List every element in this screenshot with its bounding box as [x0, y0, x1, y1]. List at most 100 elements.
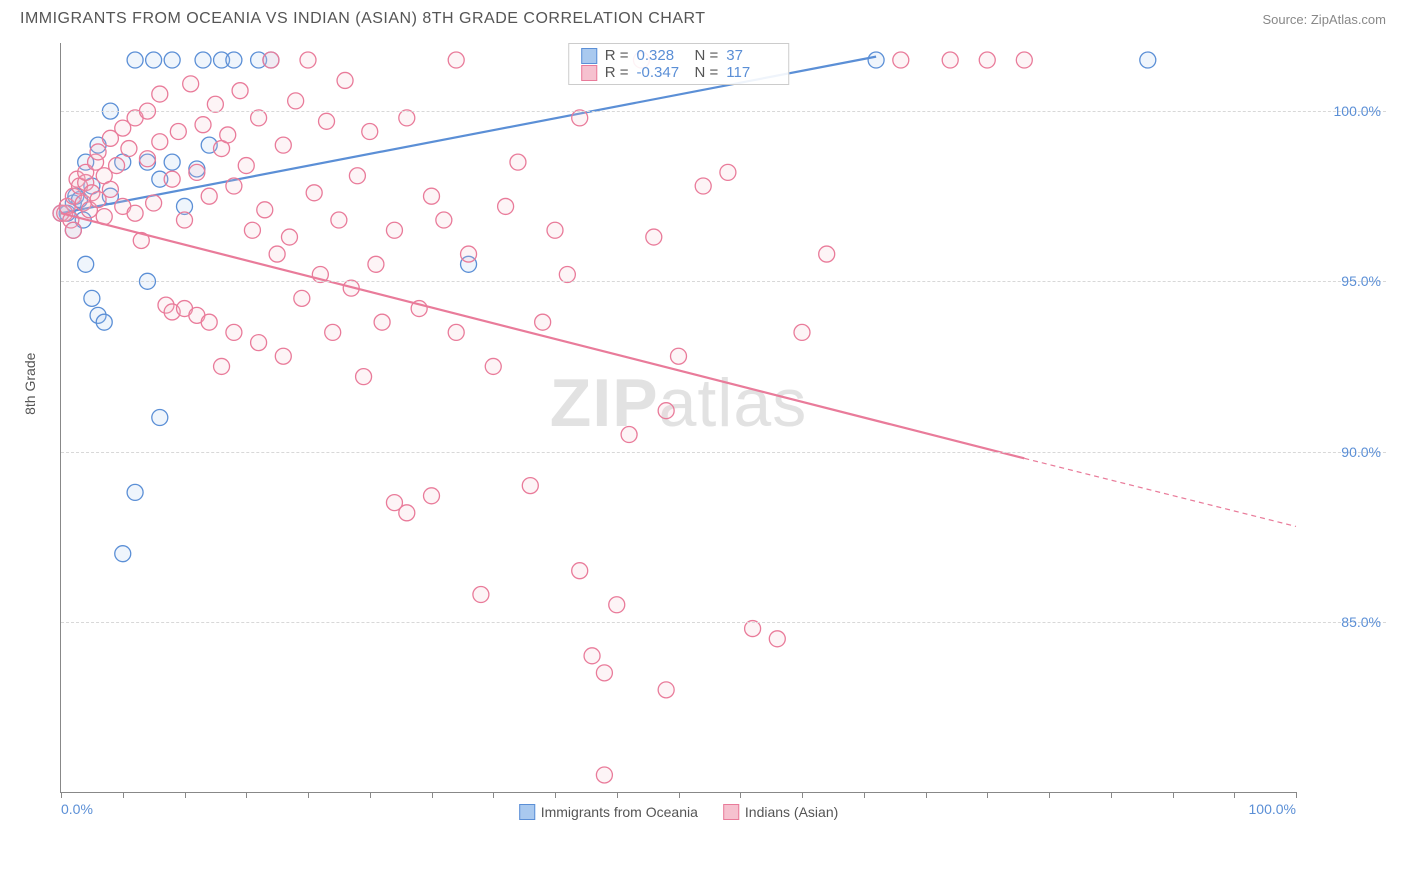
scatter-point — [102, 181, 118, 197]
scatter-point — [720, 164, 736, 180]
stats-r-label: R = — [605, 47, 629, 64]
x-tick-mark — [1296, 792, 1297, 798]
scatter-point — [559, 267, 575, 283]
scatter-point — [294, 290, 310, 306]
scatter-point — [164, 52, 180, 68]
scatter-point — [269, 246, 285, 262]
scatter-point — [319, 113, 335, 129]
scatter-point — [1140, 52, 1156, 68]
scatter-point — [386, 222, 402, 238]
x-tick-mark — [555, 792, 556, 798]
page-title: IMMIGRANTS FROM OCEANIA VS INDIAN (ASIAN… — [20, 10, 706, 28]
scatter-point — [115, 546, 131, 562]
source-link[interactable]: ZipAtlas.com — [1311, 12, 1386, 27]
x-tick-mark — [617, 792, 618, 798]
scatter-point — [90, 144, 106, 160]
scatter-point — [572, 563, 588, 579]
scatter-point — [288, 93, 304, 109]
scatter-point — [226, 52, 242, 68]
scatter-point — [621, 427, 637, 443]
scatter-point — [331, 212, 347, 228]
legend-label: Indians (Asian) — [745, 804, 838, 820]
grid-line — [61, 111, 1386, 112]
x-tick-mark — [987, 792, 988, 798]
stats-r-value: 0.328 — [637, 47, 687, 64]
scatter-point — [146, 52, 162, 68]
scatter-point — [399, 110, 415, 126]
scatter-point — [436, 212, 452, 228]
scatter-point — [152, 410, 168, 426]
scatter-point — [226, 324, 242, 340]
y-axis-label: 8th Grade — [22, 353, 38, 415]
scatter-point — [238, 158, 254, 174]
scatter-point — [195, 52, 211, 68]
scatter-point — [547, 222, 563, 238]
grid-line — [61, 452, 1386, 453]
chart-container: 8th Grade ZIPatlas R =0.328N =37R =-0.34… — [20, 33, 1386, 843]
scatter-point — [195, 117, 211, 133]
scatter-point — [65, 222, 81, 238]
scatter-point — [152, 86, 168, 102]
stats-row: R =0.328N =37 — [581, 47, 777, 64]
scatter-point — [609, 597, 625, 613]
x-tick-mark — [864, 792, 865, 798]
plot-area: ZIPatlas R =0.328N =37R =-0.347N =117 Im… — [60, 43, 1296, 793]
x-tick-mark — [802, 792, 803, 798]
scatter-point — [257, 202, 273, 218]
x-tick-mark — [493, 792, 494, 798]
scatter-point — [337, 72, 353, 88]
scatter-point — [658, 403, 674, 419]
legend-swatch — [581, 48, 597, 64]
scatter-point — [232, 83, 248, 99]
x-tick-mark — [246, 792, 247, 798]
scatter-point — [127, 484, 143, 500]
scatter-point — [226, 178, 242, 194]
y-tick-label: 100.0% — [1334, 103, 1381, 119]
scatter-point — [646, 229, 662, 245]
scatter-point — [244, 222, 260, 238]
x-tick-mark — [123, 792, 124, 798]
x-tick-mark — [740, 792, 741, 798]
x-tick-label: 100.0% — [1249, 801, 1296, 817]
scatter-point — [374, 314, 390, 330]
scatter-point — [170, 124, 186, 140]
scatter-point — [979, 52, 995, 68]
grid-line — [61, 622, 1386, 623]
scatter-point — [671, 348, 687, 364]
scatter-point — [745, 621, 761, 637]
scatter-point — [473, 587, 489, 603]
x-tick-mark — [1173, 792, 1174, 798]
scatter-point — [424, 488, 440, 504]
regression-line-extrapolation — [1024, 458, 1296, 526]
legend-item: Immigrants from Oceania — [519, 804, 698, 820]
scatter-point — [177, 212, 193, 228]
x-tick-mark — [185, 792, 186, 798]
scatter-point — [658, 682, 674, 698]
regression-line — [61, 213, 1024, 458]
scatter-point — [201, 188, 217, 204]
scatter-point — [942, 52, 958, 68]
scatter-point — [281, 229, 297, 245]
scatter-point — [127, 205, 143, 221]
scatter-point — [1016, 52, 1032, 68]
scatter-point — [207, 96, 223, 112]
scatter-point — [84, 290, 100, 306]
scatter-point — [584, 648, 600, 664]
scatter-point — [868, 52, 884, 68]
scatter-point — [399, 505, 415, 521]
legend-item: Indians (Asian) — [723, 804, 838, 820]
scatter-point — [164, 171, 180, 187]
scatter-point — [109, 158, 125, 174]
scatter-point — [251, 110, 267, 126]
scatter-point — [368, 256, 384, 272]
scatter-point — [498, 198, 514, 214]
y-tick-label: 85.0% — [1341, 614, 1381, 630]
x-tick-mark — [1234, 792, 1235, 798]
scatter-point — [424, 188, 440, 204]
x-tick-mark — [432, 792, 433, 798]
scatter-svg — [61, 43, 1296, 792]
scatter-point — [152, 134, 168, 150]
stats-n-label: N = — [695, 64, 719, 81]
x-tick-mark — [61, 792, 62, 798]
stats-n-label: N = — [695, 47, 719, 64]
